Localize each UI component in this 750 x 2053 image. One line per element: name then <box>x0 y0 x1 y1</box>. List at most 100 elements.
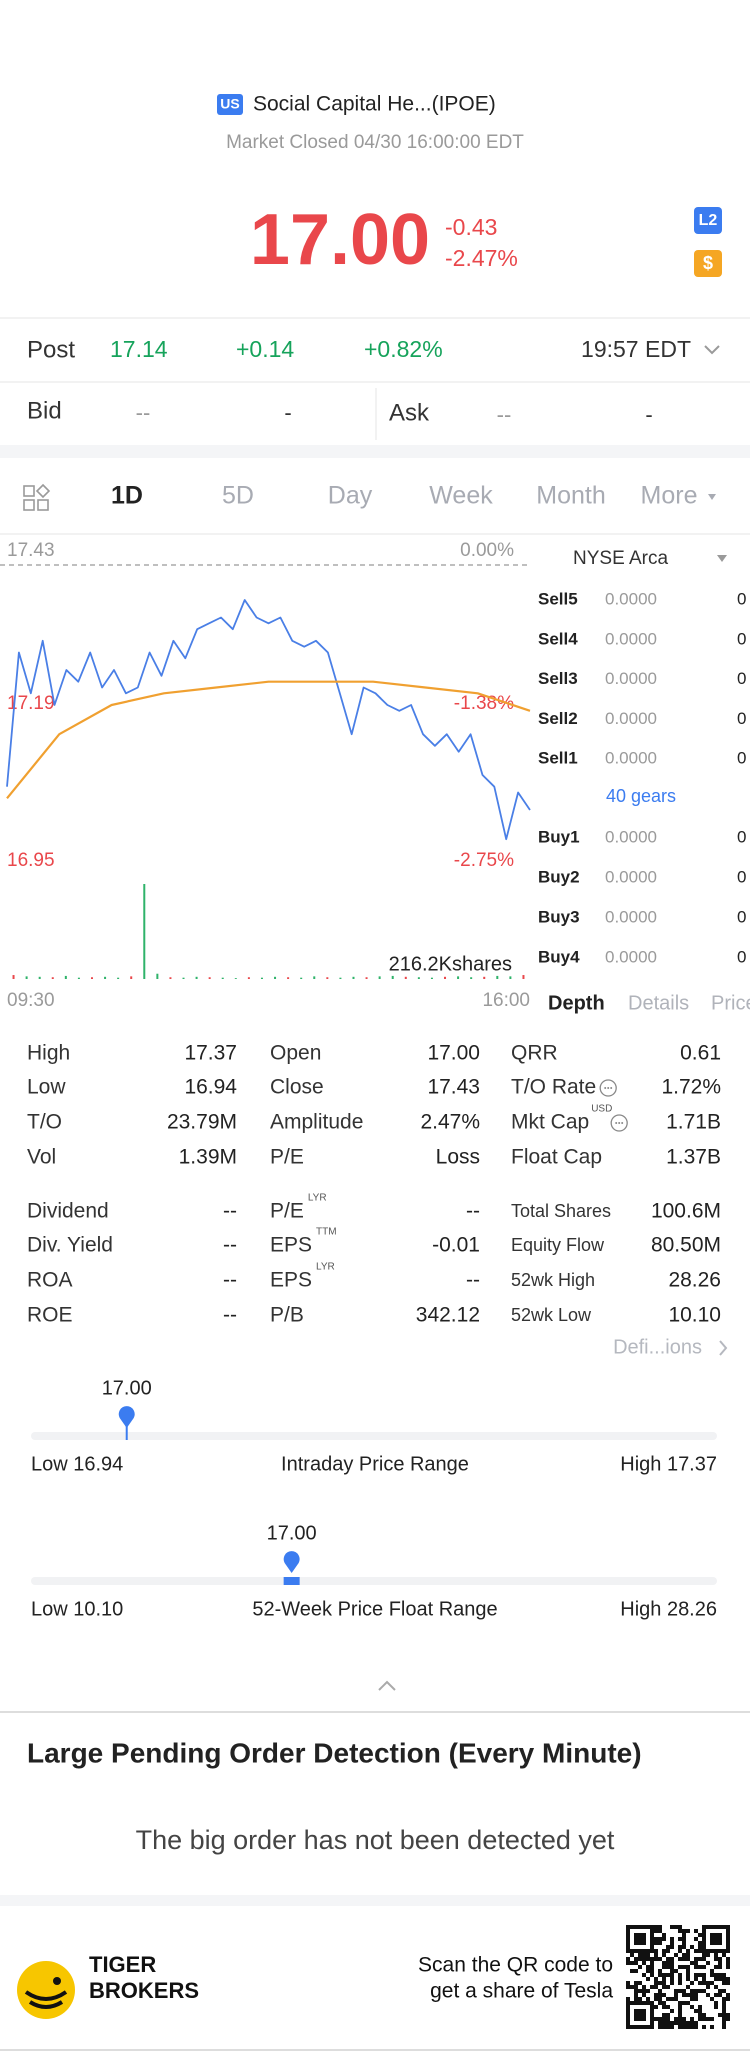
info-icon-dot <box>618 1122 621 1124</box>
qr-module <box>694 1965 698 1969</box>
stat-value: 80.50M <box>651 1234 721 1257</box>
qr-module <box>670 2009 674 2013</box>
qr-module <box>714 1993 718 1997</box>
qr-module <box>678 2017 682 2021</box>
volume-bar <box>326 977 329 979</box>
qr-module <box>626 1925 630 1929</box>
order-book-tab[interactable]: Details <box>628 992 689 1014</box>
timeframe-tab[interactable]: 1D <box>111 482 143 510</box>
qr-module <box>702 1933 706 1937</box>
qr-module <box>678 1977 682 1981</box>
qr-module <box>678 1973 682 1977</box>
qr-module <box>682 2025 686 2029</box>
qr-module <box>658 2025 662 2029</box>
qr-module <box>634 1925 638 1929</box>
qr-module <box>678 1949 682 1953</box>
timeframe-tab[interactable]: Week <box>429 482 493 510</box>
price-change-pct: -2.47% <box>445 245 518 271</box>
qr-module <box>702 1953 706 1957</box>
stat-value: 100.6M <box>651 1200 721 1223</box>
qr-module <box>722 2013 726 2017</box>
qr-module <box>698 1941 702 1945</box>
qr-module <box>642 1985 646 1989</box>
qr-module <box>678 1945 682 1949</box>
qr-module <box>698 1957 702 1961</box>
timeframe-tab[interactable]: More <box>641 482 698 510</box>
qr-module <box>678 2001 682 2005</box>
qr-module <box>694 1961 698 1965</box>
qr-module <box>710 1969 714 1973</box>
volume-bar <box>300 977 303 979</box>
qr-module <box>690 1945 694 1949</box>
qr-module <box>666 1949 670 1953</box>
qr-module <box>638 1953 642 1957</box>
y-tick-label: 16.95 <box>7 850 55 871</box>
volume-label: 216.2Kshares <box>389 953 512 975</box>
qr-module <box>726 1925 730 1929</box>
qr-module <box>726 1961 730 1965</box>
qr-module <box>658 1997 662 2001</box>
timeframe-tab[interactable]: 5D <box>222 482 254 510</box>
order-level-size: 0 <box>737 827 746 846</box>
qr-module <box>650 2001 654 2005</box>
volume-bar <box>117 977 120 979</box>
footer-cta: Scan the QR code to <box>418 1954 613 1977</box>
qr-module <box>658 1989 662 1993</box>
definitions-link[interactable]: Defi...ions <box>613 1336 702 1358</box>
post-time[interactable]: 19:57 EDT <box>581 336 691 362</box>
qr-module <box>722 1925 726 1929</box>
qr-module <box>674 1953 678 1957</box>
gears-link[interactable]: 40 gears <box>606 786 676 806</box>
post-change-pct: +0.82% <box>364 336 443 362</box>
last-price: 17.00 <box>250 200 430 280</box>
volume-bar <box>509 976 512 979</box>
stat-label: Vol <box>27 1146 56 1169</box>
range-track <box>31 1577 717 1585</box>
range-high: High 28.26 <box>620 1598 717 1620</box>
order-level-size: 0 <box>737 907 746 926</box>
qr-module <box>690 2017 694 2021</box>
qr-module <box>626 1961 630 1965</box>
qr-module <box>650 1933 654 1937</box>
chevron-down <box>704 345 720 355</box>
qr-module <box>634 1949 638 1953</box>
qr-module <box>706 1953 710 1957</box>
timeframe-tab[interactable]: Day <box>328 482 373 510</box>
order-book-tab[interactable]: Price <box>711 992 750 1014</box>
qr-module <box>666 1945 670 1949</box>
stat-superscript: USD <box>591 1104 612 1115</box>
qr-module <box>658 2017 662 2021</box>
qr-module <box>642 1989 646 1993</box>
qr-module <box>654 1997 658 2001</box>
stat-label: Mkt Cap <box>511 1111 589 1134</box>
stat-value: -- <box>223 1234 237 1257</box>
qr-module <box>682 1933 686 1937</box>
order-level-price: 0.0000 <box>605 827 657 846</box>
qr-module <box>670 1957 674 1961</box>
order-level-size: 0 <box>737 749 746 768</box>
qr-module <box>726 1937 730 1941</box>
stat-label: QRR <box>511 1042 558 1065</box>
qr-module <box>654 1929 658 1933</box>
collapse-chevron[interactable] <box>378 1680 396 1691</box>
qr-module <box>710 1973 714 1977</box>
empty-message: The big order has not been detected yet <box>136 1825 615 1855</box>
qr-module <box>654 1981 658 1985</box>
qr-module <box>714 1985 718 1989</box>
order-book-tab[interactable]: Depth <box>548 992 605 1014</box>
qr-module <box>710 1981 714 1985</box>
qr-module <box>678 1965 682 1969</box>
qr-module <box>678 1989 682 1993</box>
timeframe-tab[interactable]: Month <box>536 482 605 510</box>
grid-icon <box>23 485 35 497</box>
qr-module <box>706 1925 710 1929</box>
qr-module <box>674 1925 678 1929</box>
qr-module <box>702 1937 706 1941</box>
info-icon[interactable] <box>599 1079 617 1097</box>
qr-module <box>650 1937 654 1941</box>
qr-module <box>686 1953 690 1957</box>
qr-module <box>678 2005 682 2009</box>
exchange-name[interactable]: NYSE Arca <box>573 548 668 569</box>
info-icon[interactable] <box>610 1114 628 1132</box>
volume-bar <box>77 977 80 979</box>
